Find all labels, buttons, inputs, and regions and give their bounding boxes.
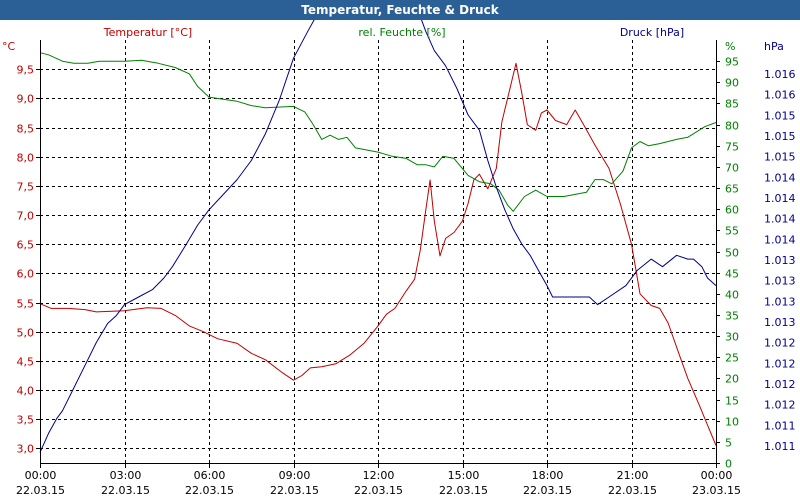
pressure-tick-label: 1.011 [764, 440, 796, 453]
temperature-tick-label: 7,5 [17, 181, 35, 194]
humidity-tick-label: 55 [725, 225, 739, 238]
pressure-tick-label: 1.013 [764, 295, 796, 308]
humidity-tick-label: 50 [725, 247, 739, 260]
pressure-tick-label: 1.013 [764, 316, 796, 329]
pressure-tick-label: 1.014 [764, 233, 796, 246]
humidity-tick-label: 5 [725, 437, 732, 450]
humidity-unit: % [725, 40, 735, 53]
temperature-tick-label: 7,0 [17, 210, 35, 223]
x-tick-date: 22.03.15 [354, 484, 403, 497]
pressure-tick-label: 1.012 [764, 337, 796, 350]
humidity-tick-label: 20 [725, 373, 739, 386]
pressure-tick-label: 1.016 [764, 68, 796, 81]
temperature-tick-label: 3,5 [17, 414, 35, 427]
humidity-tick-label: 15 [725, 395, 739, 408]
x-tick-date: 22.03.15 [439, 484, 488, 497]
humidity-tick-label: 90 [725, 77, 739, 90]
humidity-axis-title: rel. Feuchte [%] [358, 26, 445, 39]
x-tick-date: 23.03.15 [692, 484, 741, 497]
humidity-tick-label: 0 [725, 458, 732, 471]
temperature-tick-label: 8,5 [17, 123, 35, 136]
x-tick-time: 12:00 [363, 469, 395, 482]
pressure-tick-label: 1.012 [764, 378, 796, 391]
temperature-tick-label: 3,0 [17, 443, 35, 456]
pressure-tick-label: 1.012 [764, 357, 796, 370]
temperature-tick-label: 6,0 [17, 268, 35, 281]
x-tick-time: 03:00 [110, 469, 142, 482]
temperature-axis-title: Temperatur [°C] [103, 26, 192, 39]
pressure-tick-label: 1.014 [764, 213, 796, 226]
pressure-tick-label: 1.016 [764, 89, 796, 102]
pressure-axis-title: Druck [hPa] [620, 26, 684, 39]
pressure-tick-label: 1.014 [764, 171, 796, 184]
humidity-tick-label: 30 [725, 331, 739, 344]
humidity-tick-label: 70 [725, 162, 739, 175]
series-line-humidity [39, 52, 717, 212]
temperature-tick-label: 9,5 [17, 64, 35, 77]
pressure-unit: hPa [764, 40, 784, 53]
pressure-tick-label: 1.015 [764, 130, 796, 143]
temperature-tick-label: 5,0 [17, 327, 35, 340]
x-tick-time: 15:00 [448, 469, 480, 482]
x-tick-date: 22.03.15 [16, 484, 65, 497]
pressure-tick-label: 1.012 [764, 399, 796, 412]
chart-area: °C Temperatur [°C] rel. Feuchte [%] Druc… [2, 20, 796, 498]
temperature-tick-label: 8,0 [17, 152, 35, 165]
temperature-tick-label: 9,0 [17, 93, 35, 106]
ticks: 00:00 22.03.15 03:00 22.03.15 06:00 22.03.15 0… [16, 56, 795, 498]
temperature-tick-label: 5,5 [17, 298, 35, 311]
pressure-tick-label: 1.013 [764, 254, 796, 267]
x-tick-date: 22.03.15 [270, 484, 319, 497]
humidity-tick-label: 75 [725, 141, 739, 154]
humidity-tick-label: 45 [725, 268, 739, 281]
humidity-tick-label: 10 [725, 416, 739, 429]
x-tick-time: 21:00 [617, 469, 649, 482]
x-tick-time: 18:00 [532, 469, 564, 482]
pressure-tick-label: 1.013 [764, 275, 796, 288]
humidity-tick-label: 80 [725, 120, 739, 133]
series-layer [39, 20, 717, 453]
chart-title: Temperatur, Feuchte & Druck [0, 0, 800, 20]
x-tick-time: 09:00 [279, 469, 311, 482]
pressure-tick-label: 1.015 [764, 109, 796, 122]
axis-labels: °C Temperatur [°C] rel. Feuchte [%] Druc… [2, 26, 784, 53]
x-tick-time: 00:00 [701, 469, 733, 482]
humidity-tick-label: 95 [725, 56, 739, 69]
pressure-tick-label: 1.014 [764, 192, 796, 205]
series-line-temperature [39, 62, 717, 446]
x-tick-date: 22.03.15 [523, 484, 572, 497]
x-tick-date: 22.03.15 [185, 484, 234, 497]
humidity-tick-label: 40 [725, 289, 739, 302]
temperature-tick-label: 4,0 [17, 385, 35, 398]
humidity-tick-label: 35 [725, 310, 739, 323]
x-tick-date: 22.03.15 [101, 484, 150, 497]
humidity-tick-label: 60 [725, 204, 739, 217]
temperature-tick-label: 4,5 [17, 356, 35, 369]
pressure-tick-label: 1.011 [764, 419, 796, 432]
humidity-tick-label: 85 [725, 98, 739, 111]
humidity-tick-label: 25 [725, 352, 739, 365]
x-tick-date: 22.03.15 [608, 484, 657, 497]
temperature-unit: °C [2, 40, 16, 53]
temperature-tick-label: 6,5 [17, 239, 35, 252]
pressure-tick-label: 1.015 [764, 151, 796, 164]
x-tick-time: 06:00 [194, 469, 226, 482]
humidity-tick-label: 65 [725, 183, 739, 196]
series-line-pressure [39, 20, 717, 453]
x-tick-time: 00:00 [25, 469, 57, 482]
